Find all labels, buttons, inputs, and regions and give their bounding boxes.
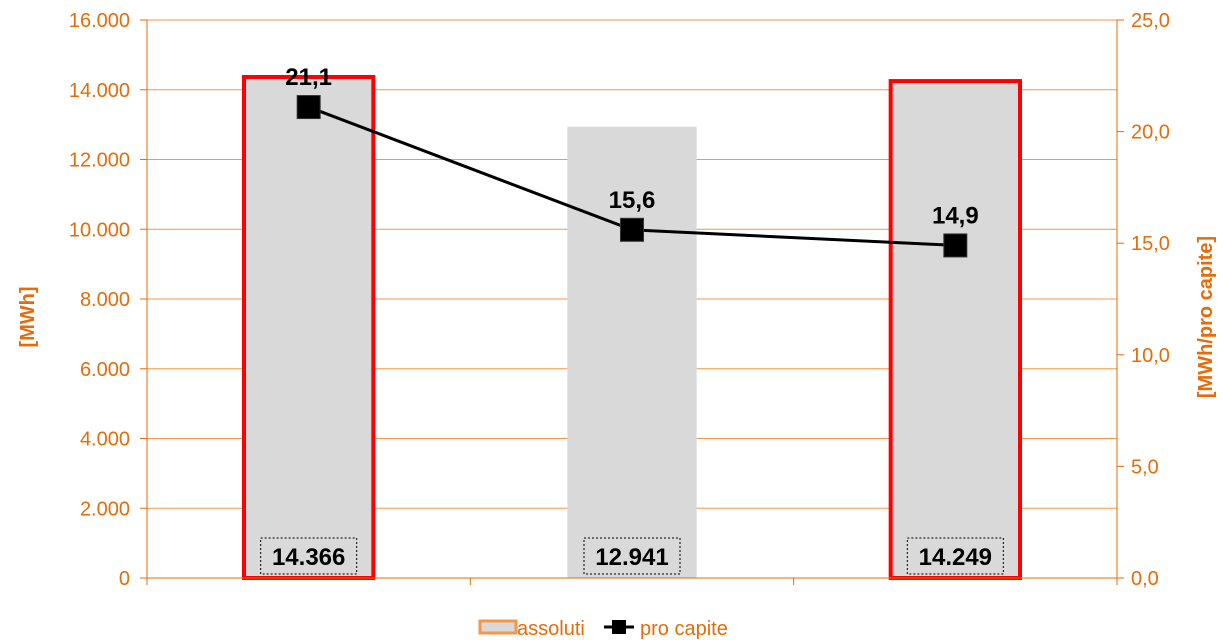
bar <box>888 79 1023 580</box>
y2-tick-label: 15,0 <box>1131 233 1170 255</box>
bar <box>567 126 697 579</box>
y2-tick-label: 10,0 <box>1131 345 1170 367</box>
line-value-label: 21,1 <box>285 64 332 91</box>
legend: assoluti pro capite <box>478 618 728 640</box>
y2-axis-title: [MWh/pro capite] <box>1195 236 1217 398</box>
axes: 0 2.000 4.000 6.000 8.000 10.000 12.000 14.000 1… <box>69 10 1170 590</box>
bar-value-label: 14.366 <box>272 544 345 571</box>
legend-marker-pro-capite <box>612 620 626 634</box>
line-marker <box>620 217 644 242</box>
legend-swatch-assoluti <box>478 619 518 635</box>
y-tick-label: 14.000 <box>69 80 130 102</box>
y2-tick-label: 5,0 <box>1131 456 1159 478</box>
per-capita-line <box>296 95 968 258</box>
line-marker <box>943 233 968 258</box>
y2-tick-label: 25,0 <box>1131 10 1170 32</box>
y-tick-label: 16.000 <box>69 10 130 32</box>
bar-label-box <box>583 537 681 575</box>
y2-tick-label: 20,0 <box>1131 122 1170 144</box>
y-axis-title: [MWh] <box>17 286 39 347</box>
y-tick-label: 12.000 <box>69 150 130 172</box>
y-tick-label: 4.000 <box>80 429 130 451</box>
y-tick-label: 0 <box>119 568 130 590</box>
bar-value-label: 14.249 <box>919 544 992 571</box>
legend-label-pro-capite: pro capite <box>640 618 728 640</box>
bar-label-box <box>260 537 358 575</box>
line-value-label: 15,6 <box>609 187 656 214</box>
bar-value-label: 12.941 <box>595 544 668 571</box>
y2-tick-label: 0,0 <box>1131 568 1159 590</box>
line-value-label: 14,9 <box>932 202 979 229</box>
y-tick-label: 8.000 <box>80 289 130 311</box>
y-tick-label: 2.000 <box>80 498 130 520</box>
data-labels: 14.366 12.941 14.249 21,1 15,6 14,9 <box>260 64 1004 575</box>
y-tick-label: 6.000 <box>80 359 130 381</box>
bars <box>242 74 1023 580</box>
y-tick-label: 10.000 <box>69 219 130 241</box>
legend-label-assoluti: assoluti <box>517 618 585 640</box>
bar-label-box <box>906 537 1004 575</box>
line-marker <box>296 95 321 120</box>
bar <box>242 74 376 580</box>
